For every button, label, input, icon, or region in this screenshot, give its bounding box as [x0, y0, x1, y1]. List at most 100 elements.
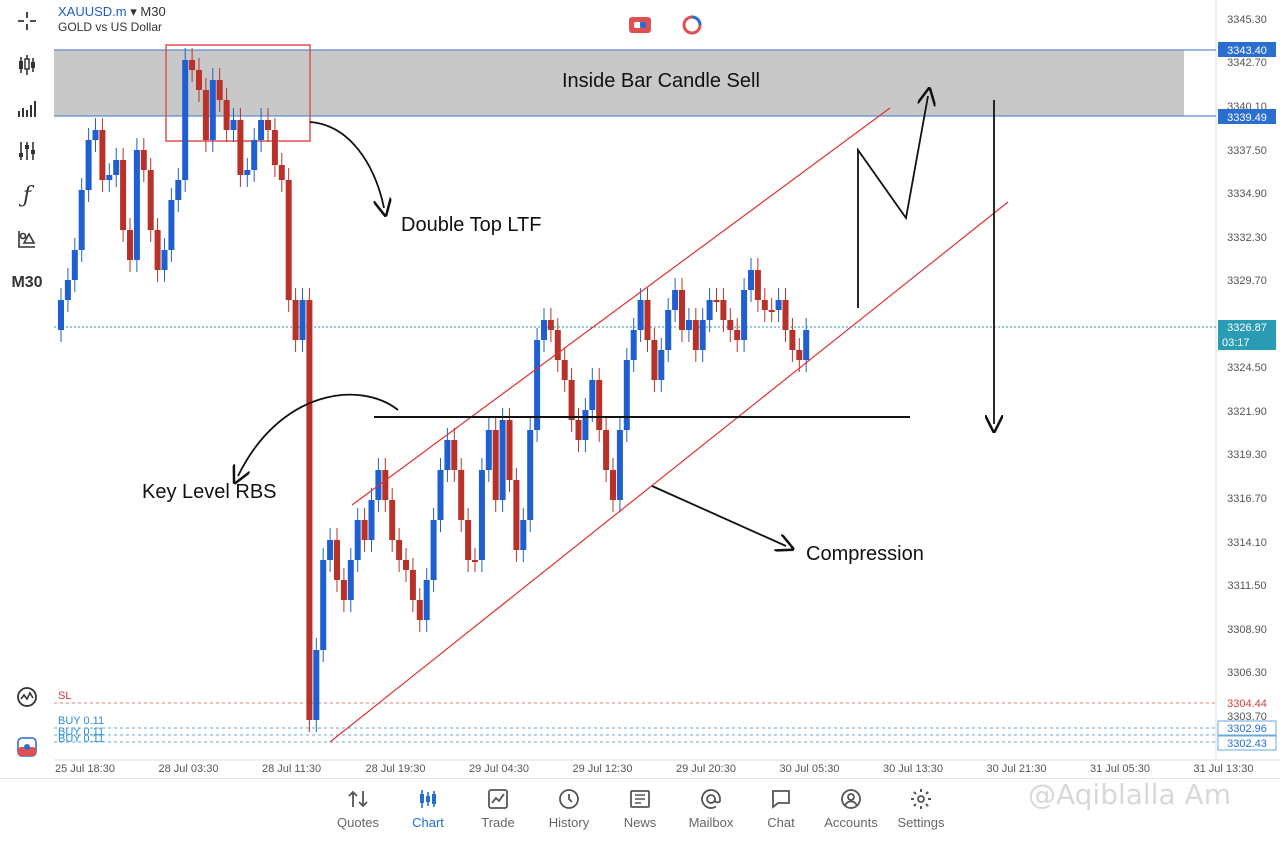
- candle-body: [506, 420, 513, 480]
- candle-body: [561, 360, 568, 380]
- candle-body: [472, 560, 478, 562]
- signal-icon[interactable]: [0, 680, 54, 714]
- buy-price-text-1: 3302.96: [1227, 723, 1267, 735]
- compression-arrow: [651, 485, 786, 546]
- candle-body: [140, 150, 147, 170]
- nav-accounts[interactable]: Accounts: [816, 787, 886, 830]
- symbol-name[interactable]: XAUUSD.m: [58, 4, 127, 19]
- double-top-arrow: [309, 121, 384, 208]
- symbol-dropdown-icon[interactable]: ▾: [130, 4, 137, 19]
- candle-body: [320, 560, 327, 650]
- nav-history[interactable]: History: [534, 787, 604, 830]
- symbol-description: GOLD vs US Dollar: [58, 20, 163, 34]
- zone-top-price-text: 3343.40: [1227, 45, 1267, 57]
- candle-body: [403, 560, 409, 570]
- candle-body: [265, 120, 271, 130]
- indicators-icon[interactable]: [0, 92, 54, 126]
- candle-body: [782, 300, 789, 330]
- candle-body: [58, 300, 64, 330]
- symbol-timeframe: M30: [140, 4, 166, 19]
- candle-body: [189, 60, 196, 70]
- candle-body: [623, 360, 630, 430]
- candle-body: [168, 200, 175, 250]
- nav-chart[interactable]: Chart: [393, 787, 463, 830]
- candle-body: [616, 430, 623, 500]
- candle-body: [85, 140, 92, 190]
- candle-body: [430, 520, 437, 580]
- candle-body: [520, 520, 527, 550]
- price-tick-label: 3321.90: [1227, 406, 1267, 418]
- buy-line-label-3[interactable]: BUY 0.11: [58, 733, 104, 745]
- candle-body: [258, 120, 265, 140]
- nav-trade[interactable]: Trade: [463, 787, 533, 830]
- nav-accounts-label: Accounts: [824, 815, 878, 830]
- objects-icon[interactable]: [0, 222, 54, 256]
- candle-body: [175, 180, 182, 200]
- candle-body: [113, 160, 120, 175]
- candle-body: [568, 380, 575, 420]
- candle-body: [251, 140, 258, 170]
- candle-body: [278, 165, 285, 180]
- candle-body: [120, 160, 127, 230]
- trade-panel-icon[interactable]: [0, 730, 54, 764]
- current-price-label: 3326.87 03:17: [1218, 320, 1276, 350]
- nav-chat-label: Chat: [767, 815, 795, 830]
- settings-sliders-icon[interactable]: [0, 134, 54, 168]
- time-tick-label: 30 Jul 13:30: [883, 763, 943, 775]
- buy-price-label-2: 3302.43: [1217, 735, 1277, 751]
- time-tick-label: 29 Jul 04:30: [469, 763, 529, 775]
- candle-body: [547, 320, 554, 330]
- nav-quotes[interactable]: Quotes: [323, 787, 393, 830]
- zone-top-price-label: 3343.40: [1218, 42, 1276, 57]
- price-chart[interactable]: 3345.303342.703340.103337.503334.903332.…: [0, 0, 1280, 778]
- candle-timer-text: 03:17: [1222, 337, 1250, 349]
- candle-body: [154, 230, 161, 270]
- timeframe-button[interactable]: M30: [11, 274, 43, 291]
- nav-history-label: History: [548, 815, 590, 830]
- nav-mailbox[interactable]: Mailbox: [676, 787, 746, 830]
- price-tick-label: 3329.70: [1227, 275, 1267, 287]
- symbol-title[interactable]: XAUUSD.m ▾ M30: [58, 4, 166, 20]
- time-tick-label: 28 Jul 19:30: [366, 763, 426, 775]
- nav-news[interactable]: News: [605, 787, 675, 830]
- candle-body: [485, 430, 492, 470]
- buy-line-label-1[interactable]: BUY 0.11: [58, 715, 104, 727]
- function-icon[interactable]: ƒ: [22, 182, 32, 208]
- channel-upper-line: [351, 107, 891, 506]
- zone-annotation: Inside Bar Candle Sell: [562, 70, 760, 92]
- candle-body: [347, 560, 354, 600]
- candle-body: [368, 500, 375, 540]
- one-click-trading-icon[interactable]: [629, 17, 651, 33]
- candle-body: [106, 175, 113, 180]
- crosshair-icon[interactable]: [0, 4, 54, 38]
- price-tick-label: 3342.70: [1227, 57, 1267, 69]
- trade-icon: [488, 789, 508, 809]
- nav-chat[interactable]: Chat: [746, 787, 816, 830]
- candlestick-icon[interactable]: [0, 48, 54, 82]
- candle-body: [64, 280, 71, 300]
- candle-body: [575, 420, 582, 440]
- price-tick-label: 3314.10: [1227, 537, 1267, 549]
- candle-body: [444, 440, 451, 470]
- buy-line-label-2[interactable]: BUY 0.11: [58, 726, 104, 738]
- nav-news-label: News: [623, 815, 657, 830]
- candle-body: [741, 290, 748, 340]
- compression-annotation: Compression: [806, 543, 924, 565]
- buy-price-text-2: 3302.43: [1227, 738, 1267, 750]
- candle-body: [630, 330, 637, 360]
- market-status-icon[interactable]: [682, 15, 702, 35]
- nav-trade-label: Trade: [481, 815, 515, 830]
- sl-line-label[interactable]: SL: [58, 690, 71, 702]
- price-tick-label: 3306.30: [1227, 667, 1267, 679]
- candle-body: [748, 270, 754, 290]
- candle-body: [340, 580, 347, 600]
- chat-icon: [772, 790, 790, 809]
- candle-body: [603, 430, 610, 470]
- candle-body: [451, 440, 458, 470]
- nav-settings[interactable]: Settings: [886, 787, 956, 830]
- candle-body: [637, 300, 644, 330]
- buy-price-label-1: 3302.96: [1217, 720, 1277, 736]
- candle-body: [416, 600, 423, 620]
- candle-body: [354, 520, 361, 560]
- price-tick-label: 3337.50: [1227, 145, 1267, 157]
